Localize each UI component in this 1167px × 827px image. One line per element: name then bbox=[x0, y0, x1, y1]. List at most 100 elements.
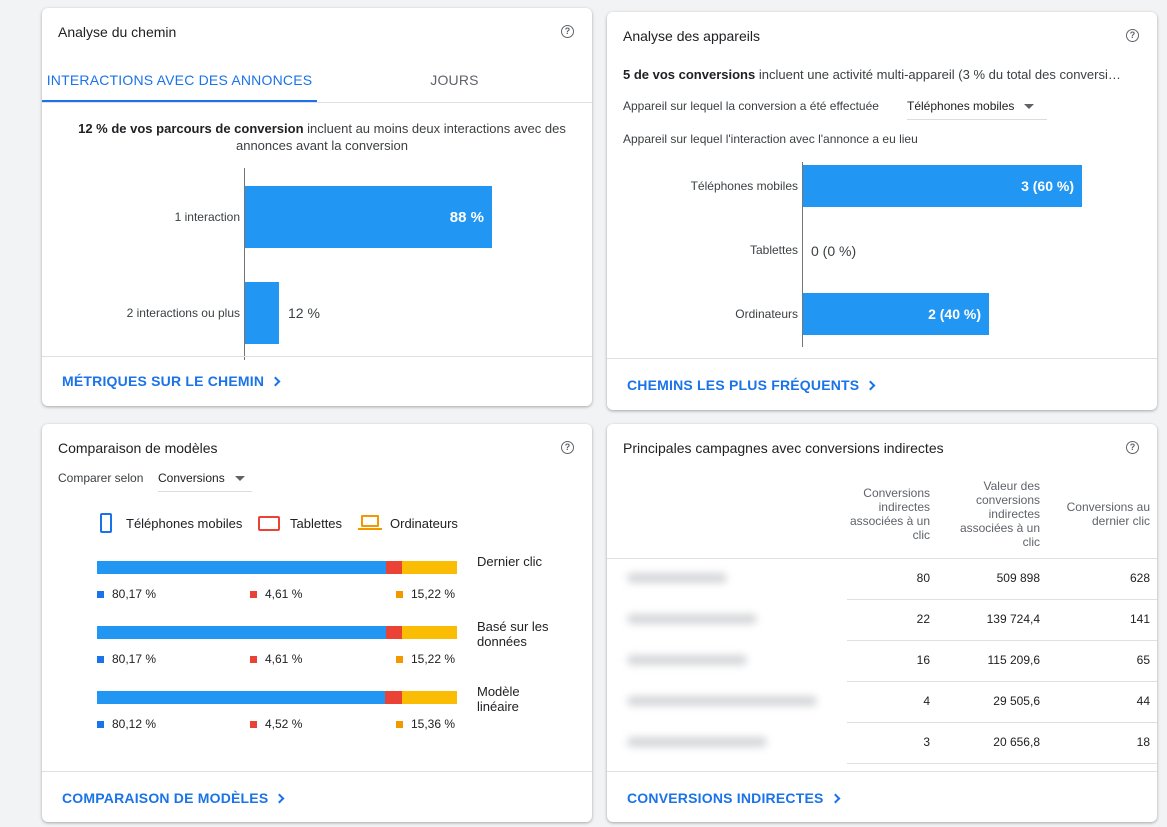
pct-value: 4,61 % bbox=[265, 652, 303, 666]
cell-last-click: 18 bbox=[1136, 735, 1150, 749]
bar-segment-mobile bbox=[97, 626, 386, 639]
assisted-conversions-link[interactable]: CONVERSIONS INDIRECTES bbox=[627, 790, 840, 806]
pct-tablet: 4,61 % bbox=[250, 587, 302, 601]
legend-item-desktop[interactable]: Ordinateurs bbox=[358, 512, 458, 534]
link-label: MÉTRIQUES SUR LE CHEMIN bbox=[62, 373, 265, 389]
help-icon[interactable]: ? bbox=[1126, 441, 1139, 454]
campaign-name-redacted bbox=[627, 614, 757, 624]
pct-mobile: 80,17 % bbox=[97, 587, 156, 601]
path-metrics-link[interactable]: MÉTRIQUES SUR LE CHEMIN bbox=[62, 373, 281, 389]
summary-highlight: 5 de vos conversions bbox=[623, 67, 756, 82]
bar-segment-desktop bbox=[402, 626, 457, 639]
header-line: associées à un bbox=[959, 521, 1040, 535]
interaction-device-label: Appareil sur lequel l'interaction avec l… bbox=[623, 132, 918, 146]
column-header-assisted[interactable]: Conversions indirectes associées à un cl… bbox=[827, 486, 930, 542]
cell-last-click: 65 bbox=[1136, 653, 1150, 667]
footer-divider bbox=[42, 356, 592, 357]
footer-divider bbox=[607, 358, 1157, 359]
tabs-divider bbox=[42, 102, 592, 103]
bar-mobile[interactable] bbox=[803, 165, 1082, 207]
laptop-icon bbox=[358, 515, 382, 531]
table-row[interactable]: 3 20 656,8 18 bbox=[607, 722, 1157, 763]
chart-axis bbox=[802, 162, 803, 347]
header-line: Valeur des bbox=[983, 479, 1040, 493]
pct-mobile: 80,12 % bbox=[97, 717, 156, 731]
path-summary: 12 % de vos parcours de conversion inclu… bbox=[62, 120, 582, 154]
tab-ad-interactions[interactable]: INTERACTIONS AVEC DES ANNONCES bbox=[46, 72, 313, 88]
smartphone-icon bbox=[100, 513, 112, 533]
table-row[interactable]: 80 509 898 628 bbox=[607, 558, 1157, 599]
cell-assisted-value: 20 656,8 bbox=[993, 735, 1040, 749]
model-label: Dernier clic bbox=[477, 554, 542, 569]
tablet-icon bbox=[258, 515, 280, 531]
summary-highlight: 12 % de vos parcours de conversion bbox=[78, 121, 304, 136]
assisted-campaigns-card: Principales campagnes avec conversions i… bbox=[607, 424, 1157, 822]
column-header-last-click[interactable]: Conversions au dernier clic bbox=[1047, 500, 1150, 528]
cell-assisted-value: 139 724,4 bbox=[986, 612, 1040, 626]
compare-dropdown[interactable]: Conversions bbox=[158, 471, 252, 492]
frequent-paths-link[interactable]: CHEMINS LES PLUS FRÉQUENTS bbox=[627, 377, 876, 393]
legend-square bbox=[250, 721, 257, 728]
bar-segment-desktop bbox=[402, 561, 457, 574]
legend-item-mobile[interactable]: Téléphones mobiles bbox=[100, 512, 242, 534]
legend-label: Téléphones mobiles bbox=[126, 515, 243, 531]
campaign-name-redacted bbox=[627, 737, 767, 747]
legend-label: Tablettes bbox=[290, 515, 343, 531]
bar-desktop[interactable] bbox=[803, 293, 989, 335]
table-row[interactable]: 22 139 724,4 141 bbox=[607, 599, 1157, 640]
compare-label: Comparer selon bbox=[58, 471, 144, 485]
link-label: CONVERSIONS INDIRECTES bbox=[627, 790, 824, 806]
header-line: associées à un bbox=[849, 514, 930, 528]
chevron-right-icon bbox=[270, 376, 281, 387]
summary-text-2: annonces avant la conversion bbox=[235, 138, 408, 153]
model-stacked-bar[interactable] bbox=[97, 691, 457, 704]
column-header-assisted-value[interactable]: Valeur des conversions indirectes associ… bbox=[937, 479, 1040, 549]
model-stacked-bar[interactable] bbox=[97, 561, 457, 574]
bar-one-interaction[interactable] bbox=[245, 186, 492, 248]
pct-tablet: 4,61 % bbox=[250, 652, 302, 666]
tab-days[interactable]: JOURS bbox=[430, 72, 479, 88]
footer-divider bbox=[42, 771, 592, 772]
bar-two-plus-interactions[interactable] bbox=[245, 282, 279, 344]
bar-value: 12 % bbox=[288, 305, 320, 321]
row-divider bbox=[847, 722, 1157, 723]
pct-value: 4,61 % bbox=[265, 587, 303, 601]
cell-assisted-value: 29 505,6 bbox=[993, 694, 1040, 708]
header-line: Conversions au bbox=[1066, 500, 1150, 514]
legend-square bbox=[97, 591, 104, 598]
table-row[interactable]: 4 29 505,6 44 bbox=[607, 681, 1157, 722]
pct-value: 80,12 % bbox=[112, 717, 157, 731]
conversion-device-dropdown[interactable]: Téléphones mobiles bbox=[907, 99, 1047, 120]
pct-value: 80,17 % bbox=[112, 587, 157, 601]
cell-last-click: 628 bbox=[1129, 571, 1150, 585]
model-stacked-bar[interactable] bbox=[97, 626, 457, 639]
model-label-line: données bbox=[477, 634, 527, 649]
bar-value: 2 (40 %) bbox=[928, 306, 981, 322]
cell-assisted: 80 bbox=[916, 571, 930, 585]
help-icon[interactable]: ? bbox=[1126, 29, 1139, 42]
pct-value: 15,36 % bbox=[411, 717, 456, 731]
pct-desktop: 15,36 % bbox=[396, 717, 455, 731]
model-label: Basé sur les données bbox=[477, 619, 549, 649]
legend-square bbox=[396, 591, 403, 598]
row-divider bbox=[847, 681, 1157, 682]
bar-segment-tablet bbox=[385, 561, 403, 574]
device-analysis-card: Analyse des appareils ? 5 de vos convers… bbox=[607, 12, 1157, 410]
bar-label: 1 interaction bbox=[174, 210, 240, 224]
header-line: indirectes bbox=[988, 507, 1040, 521]
bar-label: Téléphones mobiles bbox=[690, 179, 798, 193]
conversion-device-label: Appareil sur lequel la conversion a été … bbox=[623, 99, 879, 113]
table-row[interactable]: 16 115 209,6 65 bbox=[607, 640, 1157, 681]
legend-label: Ordinateurs bbox=[390, 515, 458, 531]
bar-segment-tablet bbox=[385, 626, 403, 639]
help-icon[interactable]: ? bbox=[561, 25, 574, 38]
legend-item-tablet[interactable]: Tablettes bbox=[258, 512, 342, 534]
legend-square bbox=[97, 721, 104, 728]
footer-divider bbox=[607, 771, 1157, 772]
model-comparison-link[interactable]: COMPARAISON DE MODÈLES bbox=[62, 790, 285, 806]
bar-label: Tablettes bbox=[749, 243, 798, 257]
help-icon[interactable]: ? bbox=[561, 441, 574, 454]
bar-value: 0 (0 %) bbox=[811, 243, 857, 259]
cell-last-click: 141 bbox=[1129, 612, 1150, 626]
pct-value: 4,52 % bbox=[265, 717, 303, 731]
